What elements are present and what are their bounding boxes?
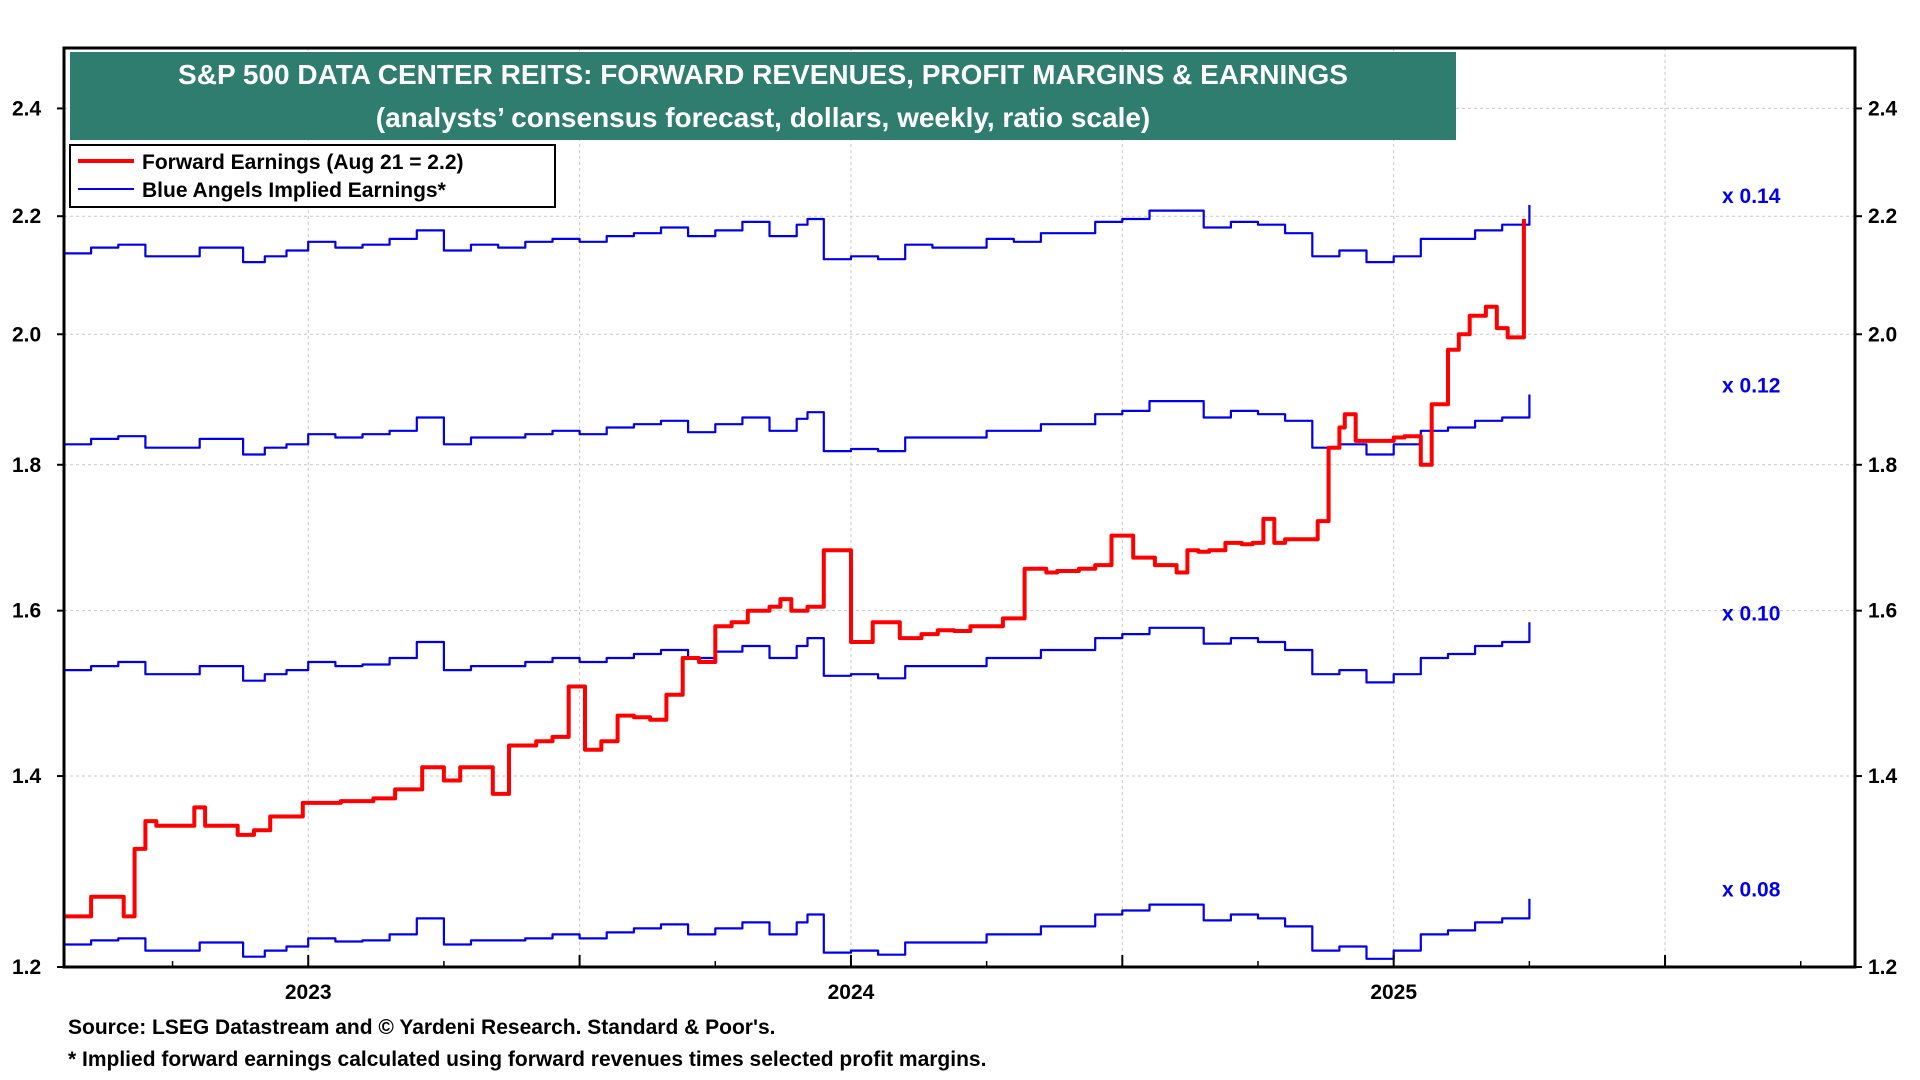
series-line-forward-earnings <box>64 219 1526 919</box>
y-tick-label-right: 1.4 <box>1868 765 1898 788</box>
legend-label-implied-earnings: Blue Angels Implied Earnings* <box>142 179 447 202</box>
multiplier-label: x 0.12 <box>1722 375 1780 398</box>
y-tick-label-left: 1.4 <box>12 765 42 788</box>
y-tick-label-right: 2.0 <box>1868 323 1897 346</box>
title-box: S&P 500 DATA CENTER REITS: FORWARD REVEN… <box>70 52 1456 140</box>
series-lines <box>64 205 1531 960</box>
y-tick-label-left: 2.4 <box>12 97 42 120</box>
y-tick-label-left: 2.0 <box>12 323 41 346</box>
legend-label-forward-earnings: Forward Earnings (Aug 21 = 2.2) <box>142 151 464 174</box>
series-line-implied-008 <box>64 898 1531 960</box>
y-tick-label-right: 1.2 <box>1868 956 1897 979</box>
y-tick-label-left: 1.2 <box>12 956 41 979</box>
footer-source: Source: LSEG Datastream and © Yardeni Re… <box>68 1016 776 1039</box>
y-axis-left: 1.2 1.4 1.6 1.8 2.0 2.2 2.4 <box>12 97 64 979</box>
chart-subtitle: (analysts’ consensus forecast, dollars, … <box>376 102 1151 133</box>
footer-note: * Implied forward earnings calculated us… <box>68 1048 987 1071</box>
series-line-implied-010 <box>64 622 1531 684</box>
series-line-implied-012 <box>64 394 1531 456</box>
multiplier-label: x 0.14 <box>1722 185 1781 208</box>
x-tick-label: 2024 <box>828 981 875 1004</box>
x-axis: 2023 2024 2025 <box>171 955 1802 1004</box>
multiplier-labels: x 0.14 x 0.12 x 0.10 x 0.08 <box>1722 185 1781 902</box>
y-tick-label-left: 2.2 <box>12 205 41 228</box>
y-tick-label-right: 1.6 <box>1868 600 1897 623</box>
x-tick-label: 2023 <box>285 981 332 1004</box>
series-line-implied-014 <box>64 205 1531 264</box>
x-tick-label: 2025 <box>1370 981 1417 1004</box>
y-axis-right: 1.2 1.4 1.6 1.8 2.0 2.2 2.4 <box>1855 97 1898 979</box>
plot-frame <box>62 46 1857 969</box>
legend: Forward Earnings (Aug 21 = 2.2) Blue Ang… <box>69 144 556 208</box>
y-tick-label-right: 2.4 <box>1868 97 1898 120</box>
multiplier-label: x 0.10 <box>1722 602 1780 625</box>
y-tick-label-right: 1.8 <box>1868 454 1898 477</box>
y-tick-label-left: 1.8 <box>12 454 42 477</box>
y-tick-label-right: 2.2 <box>1868 205 1897 228</box>
chart-title: S&P 500 DATA CENTER REITS: FORWARD REVEN… <box>178 59 1348 90</box>
multiplier-label: x 0.08 <box>1722 879 1781 902</box>
y-tick-label-left: 1.6 <box>12 600 41 623</box>
